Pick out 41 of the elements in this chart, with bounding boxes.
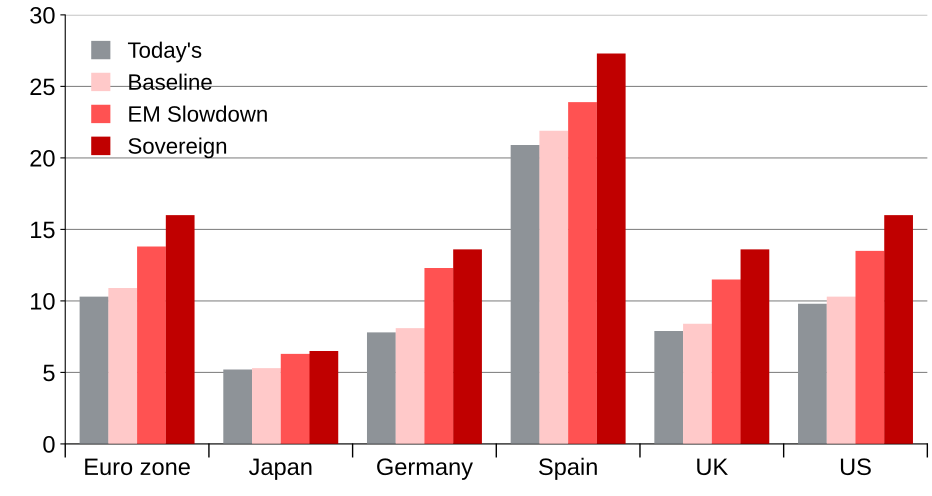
bar (223, 370, 252, 444)
y-tick-label: 0 (43, 436, 55, 453)
bar (740, 249, 770, 444)
bar (568, 102, 597, 444)
bar (856, 250, 884, 444)
bar (366, 332, 396, 444)
bar (396, 328, 424, 444)
bar (166, 215, 195, 444)
bar (712, 279, 741, 444)
bar (596, 53, 626, 444)
bar (510, 145, 540, 444)
legend-label: EM Slowdown (129, 106, 267, 122)
x-tick-label: UK (697, 458, 728, 476)
legend-label: Baseline (129, 74, 212, 90)
y-tick-label: 15 (31, 222, 55, 238)
bar (280, 354, 310, 444)
bar (310, 350, 338, 444)
x-tick-label: US (840, 458, 871, 476)
y-tick-label: 30 (30, 6, 55, 24)
bar (539, 130, 568, 444)
y-tick-label: 20 (30, 150, 55, 167)
x-tick-label: Germany (377, 458, 473, 480)
y-tick-label: 10 (31, 292, 55, 310)
bar (424, 268, 454, 444)
bar (453, 249, 482, 444)
x-tick-label: Euro zone (85, 458, 190, 476)
bar (654, 330, 684, 444)
legend-label: Today's (128, 42, 202, 62)
bar (826, 296, 856, 444)
y-tick-label: 25 (30, 78, 55, 96)
bar (137, 246, 166, 444)
bar (683, 324, 712, 444)
bar (80, 296, 108, 444)
bar (108, 288, 138, 444)
y-tick-label: 5 (43, 364, 55, 382)
legend-label: Sovereign (128, 138, 226, 158)
bar (798, 304, 827, 444)
bar (252, 368, 281, 444)
x-tick-label: Japan (248, 458, 312, 480)
bar (884, 215, 913, 444)
x-tick-label: Spain (539, 458, 597, 480)
